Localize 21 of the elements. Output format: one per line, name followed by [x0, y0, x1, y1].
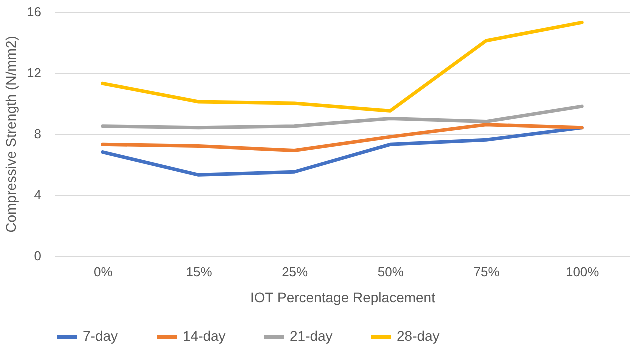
y-tick-label: 12 — [27, 66, 42, 80]
x-tick-label: 15% — [186, 264, 213, 280]
y-axis-title: Compressive Strength (N/mm2) — [3, 36, 20, 233]
y-tick-label: 0 — [34, 248, 42, 264]
legend-label: 14-day — [183, 328, 226, 344]
x-tick-label: 50% — [378, 264, 404, 280]
x-tick-label: 75% — [474, 264, 500, 280]
legend-label: 21-day — [290, 328, 333, 344]
x-tick-label: 25% — [282, 264, 309, 280]
legend-label: 28-day — [397, 328, 440, 344]
y-tick-label: 8 — [34, 126, 42, 142]
x-tick-label: 100% — [566, 264, 600, 280]
y-tick-label: 4 — [34, 188, 42, 202]
line-series — [101, 126, 584, 177]
line-series — [101, 104, 584, 130]
y-tick-label: 16 — [27, 4, 42, 20]
x-axis-title: IOT Percentage Replacement — [250, 290, 436, 306]
line-series — [101, 20, 584, 113]
x-tick-label: 0% — [94, 264, 114, 280]
line-series — [101, 123, 584, 153]
legend-label: 7-day — [83, 328, 118, 344]
